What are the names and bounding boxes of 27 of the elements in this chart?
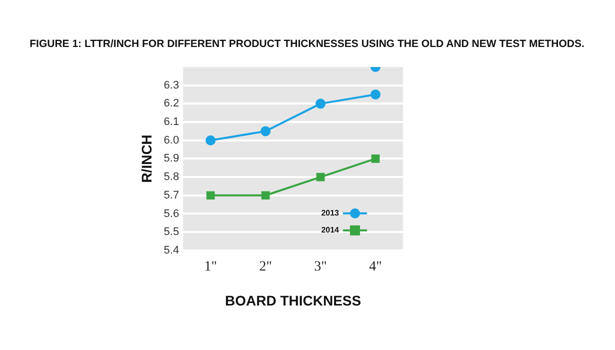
legend-label: 2014 <box>321 226 340 235</box>
legend-label: 2013 <box>321 208 340 218</box>
y-tick-label: 5.9 <box>164 152 180 165</box>
point <box>316 98 326 109</box>
x-axis-title: BOARD THICKNESS <box>224 292 362 308</box>
y-tick-label: 6.2 <box>164 98 180 110</box>
y-axis-title: R/INCH <box>138 134 154 183</box>
x-tick-label: 4" <box>369 259 382 274</box>
x-tick-label: 2" <box>259 259 272 274</box>
y-tick-label: 5.7 <box>164 189 180 202</box>
y-tick-label: 5.4 <box>164 244 180 256</box>
y-tick-label: 6.3 <box>164 79 180 92</box>
y-tick-label: 5.6 <box>164 208 180 220</box>
chart-title: FIGURE 1: LTTR/INCH FOR DIFFERENT PRODUCT THICKNESSES USING THE OLD AND NEW TEST METHODS. <box>30 38 584 50</box>
point <box>261 191 270 200</box>
x-tick-label: 3" <box>314 259 327 274</box>
point <box>316 172 325 182</box>
y-tick-label: 6.1 <box>164 116 180 128</box>
point <box>206 191 215 200</box>
x-tick-label: 1" <box>204 259 217 274</box>
y-tick-label: 6.0 <box>164 134 180 146</box>
point <box>260 126 271 136</box>
y-tick-label: 5.5 <box>164 226 180 238</box>
point <box>206 135 216 146</box>
point <box>370 90 381 100</box>
y-tick-label: 5.8 <box>164 171 180 184</box>
point <box>371 154 380 163</box>
